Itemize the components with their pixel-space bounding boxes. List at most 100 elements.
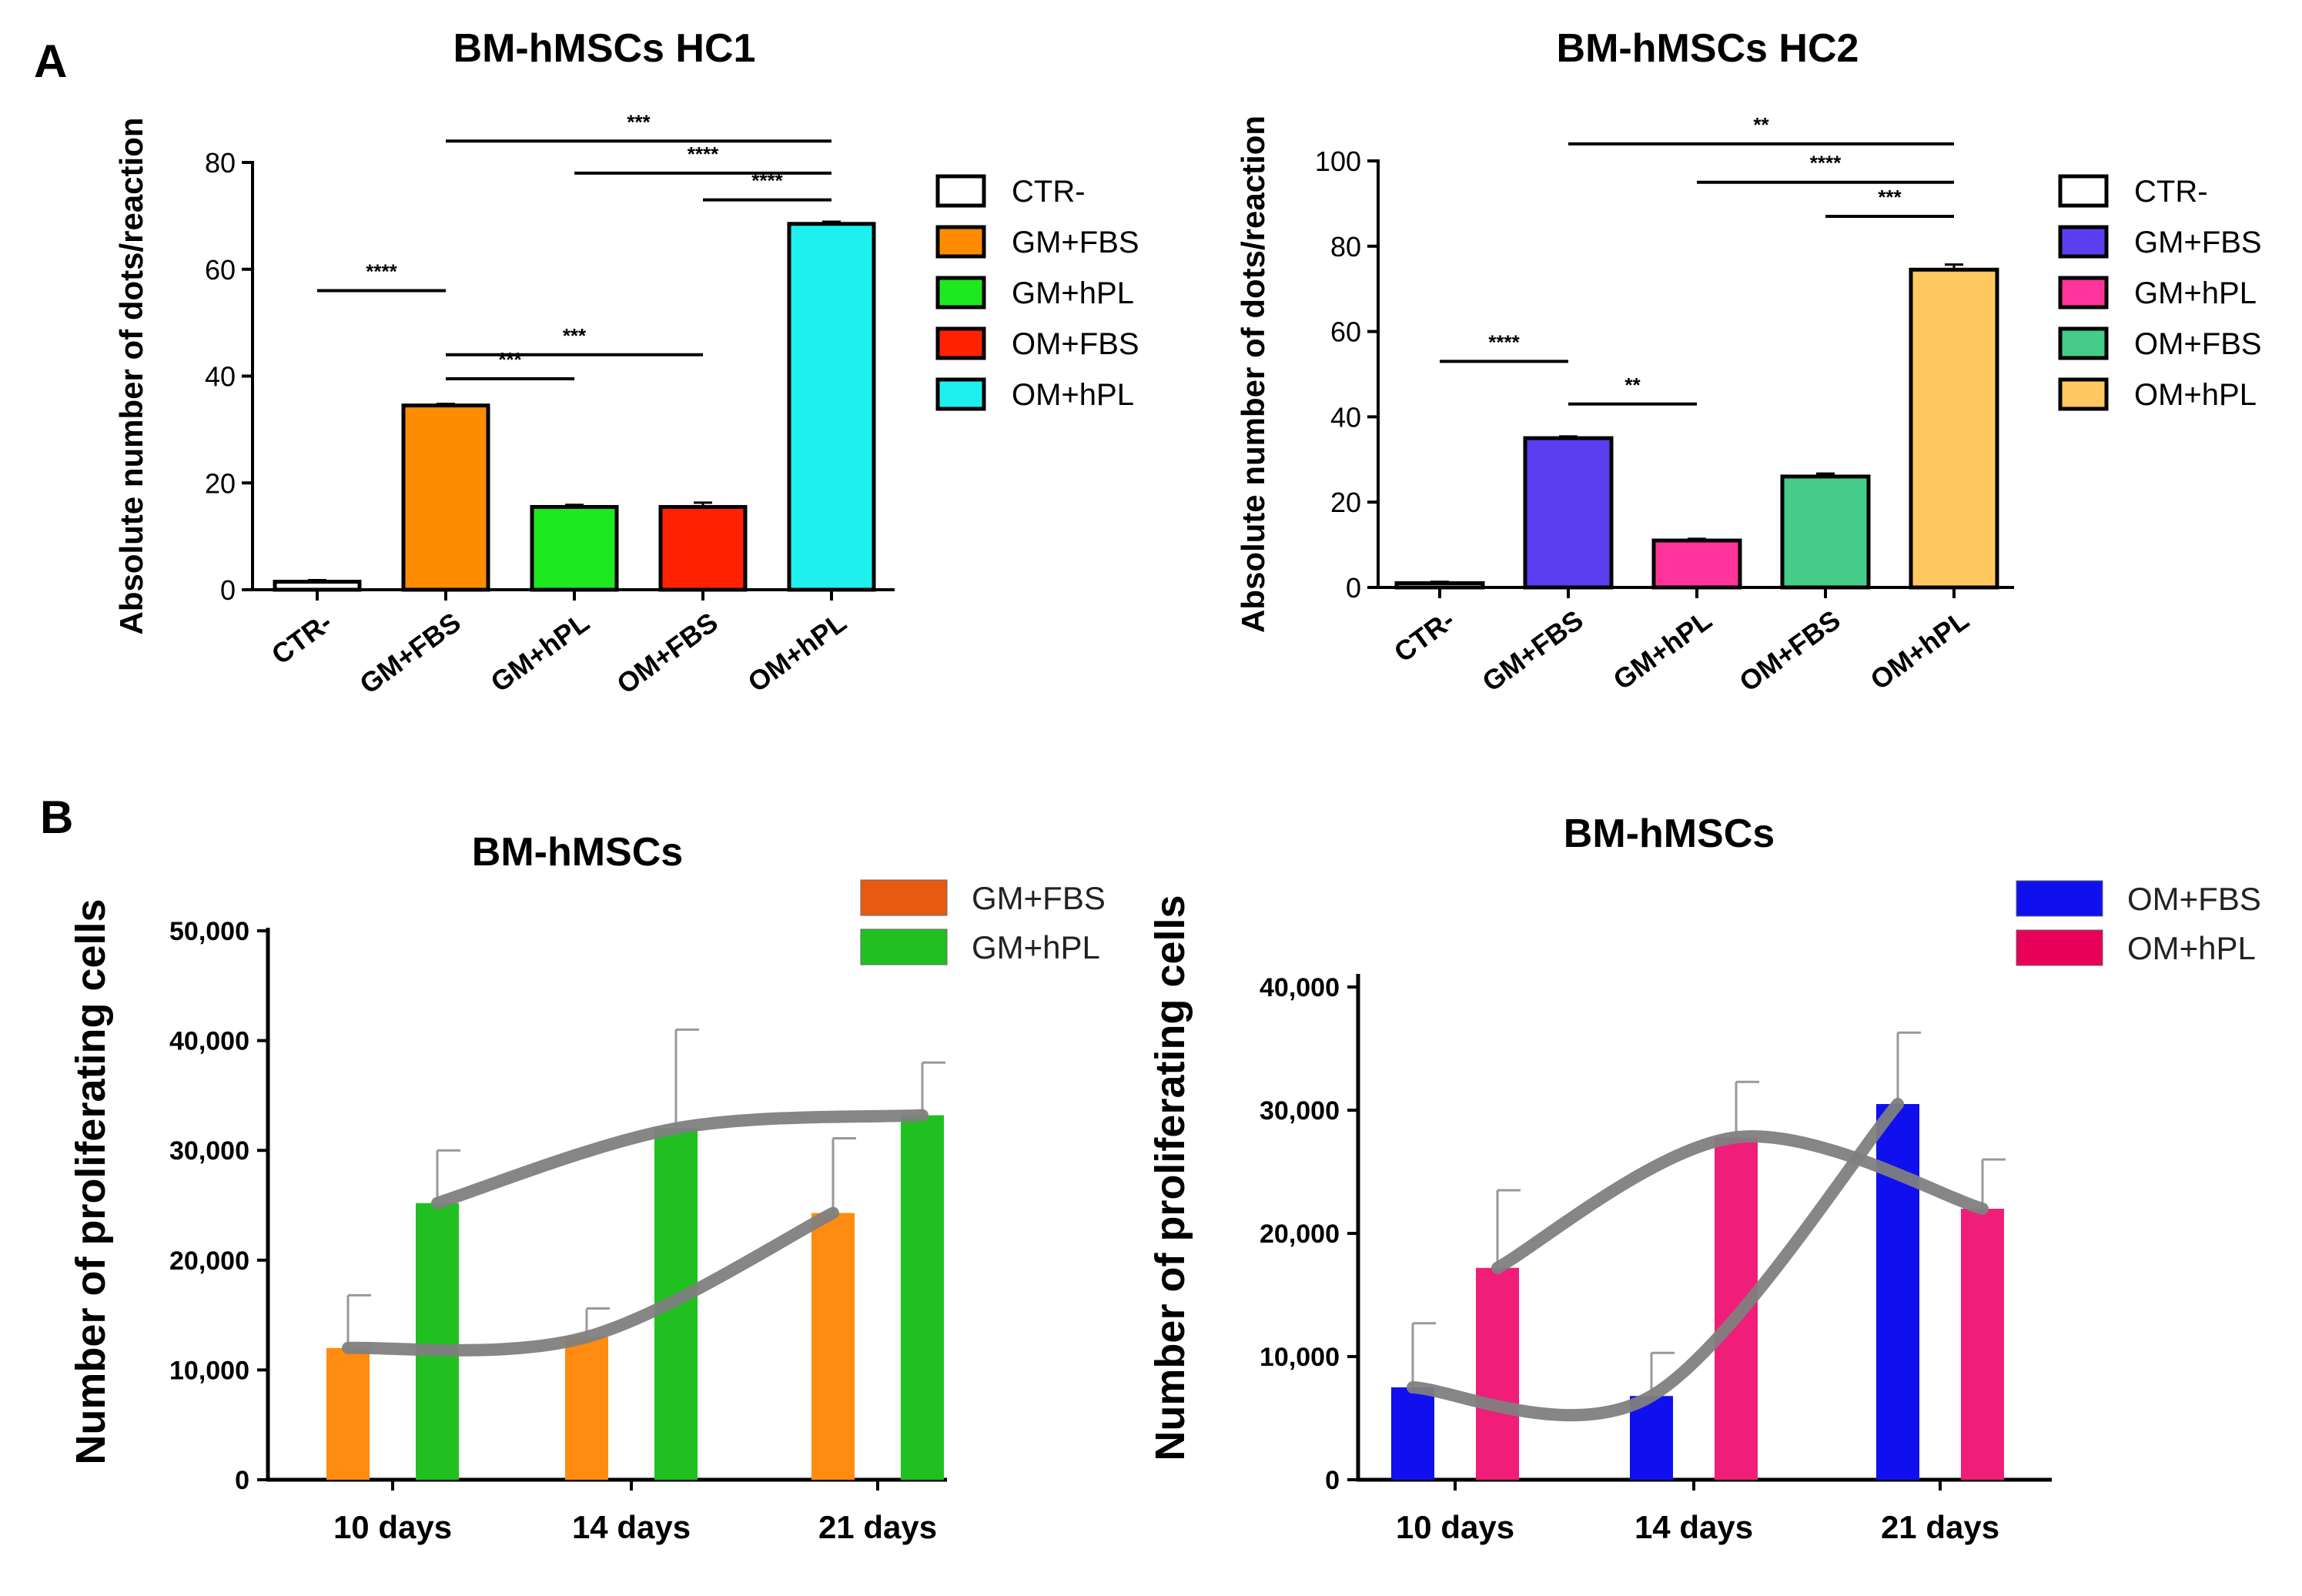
y-tick-label: 0 xyxy=(1325,1466,1340,1495)
y-tick-label: 20 xyxy=(205,467,236,499)
chart-gm-proliferation: BM-hMSCs Number of proliferating cells 0 10… xyxy=(68,830,1106,1545)
y-tick-label: 50,000 xyxy=(169,917,249,946)
y-tick-label: 60 xyxy=(205,254,236,286)
bar-gm-hpl xyxy=(901,1115,944,1480)
x-tick-label: GM+hPL xyxy=(1608,604,1718,696)
y-tick-label: 0 xyxy=(220,574,236,606)
x-tick-label: 10 days xyxy=(333,1509,452,1545)
x-tick-label: GM+FBS xyxy=(1476,604,1588,698)
bar-om-hpl xyxy=(787,222,876,592)
x-tick-label: CTR- xyxy=(1388,604,1460,668)
x-tick-label: 21 days xyxy=(1881,1509,1999,1545)
legend-label: OM+FBS xyxy=(1012,327,1139,361)
bar-gm-hpl xyxy=(530,504,619,592)
y-tick-label: 60 xyxy=(1330,316,1361,348)
bar-om-fbs xyxy=(658,504,748,592)
y-tick-label: 30,000 xyxy=(1260,1096,1340,1126)
bar-om-fbs xyxy=(1630,1396,1673,1480)
legend-swatch xyxy=(860,928,948,965)
legend-swatch xyxy=(2058,225,2109,259)
significance-label: *** xyxy=(563,324,587,347)
significance-label: *** xyxy=(627,110,651,133)
y-tick-label: 30,000 xyxy=(169,1136,249,1166)
chart-hc1: BM-hMSCs HC1 Absolute number of dots/reac… xyxy=(113,26,1139,700)
y-tick-label: 10,000 xyxy=(169,1356,249,1385)
trend-line xyxy=(1407,1098,1904,1422)
legend-swatch xyxy=(935,225,986,259)
legend-swatch xyxy=(935,276,986,309)
y-tick-label: 40 xyxy=(1330,401,1361,433)
bar-om-hpl xyxy=(1909,267,1999,590)
legend-label: OM+hPL xyxy=(2127,930,2256,966)
significance-label: **** xyxy=(1488,330,1520,353)
y-tick-label: 20 xyxy=(1330,487,1361,518)
chart-title: BM-hMSCs xyxy=(1564,811,1775,856)
legend-label: GM+FBS xyxy=(972,880,1106,916)
legend-swatch xyxy=(2058,276,2109,309)
legend-label: GM+FBS xyxy=(2134,226,2262,259)
bar-gm-hpl xyxy=(1651,538,1742,590)
legend-swatch xyxy=(2058,326,2109,360)
legend-label: CTR- xyxy=(1012,175,1086,209)
significance-label: ** xyxy=(1753,113,1769,136)
legend-label: OM+hPL xyxy=(2134,378,2257,412)
y-axis-label: Absolute number of dots/reaction xyxy=(113,117,149,634)
bar-om-fbs xyxy=(1391,1387,1434,1480)
legend-label: OM+FBS xyxy=(2127,881,2261,917)
bar-gm-fbs xyxy=(401,403,490,592)
y-tick-label: 0 xyxy=(235,1466,249,1495)
panel-label-a: A xyxy=(34,35,67,87)
chart-hc2: BM-hMSCs HC2 Absolute number of dots/reac… xyxy=(1235,26,2262,698)
legend-swatch xyxy=(935,377,986,411)
x-tick-label: 21 days xyxy=(818,1509,937,1545)
y-tick-label: 0 xyxy=(1346,572,1361,604)
y-tick-label: 40,000 xyxy=(169,1027,249,1056)
y-tick-label: 10,000 xyxy=(1260,1343,1340,1372)
bar-gm-fbs xyxy=(811,1213,855,1480)
x-tick-label: 14 days xyxy=(572,1509,691,1545)
significance-label: **** xyxy=(1810,152,1842,175)
x-tick-label: GM+FBS xyxy=(353,606,466,700)
legend-swatch xyxy=(2016,880,2103,917)
x-tick-label: 10 days xyxy=(1396,1509,1514,1545)
y-tick-label: 80 xyxy=(205,147,236,179)
x-tick-label: OM+hPL xyxy=(1865,604,1975,696)
x-tick-label: OM+FBS xyxy=(611,606,723,700)
x-tick-label: OM+FBS xyxy=(1733,604,1845,698)
legend-label: OM+FBS xyxy=(2134,327,2262,361)
legend-swatch xyxy=(2058,174,2109,208)
chart-title: BM-hMSCs HC1 xyxy=(453,26,756,71)
legend-label: GM+hPL xyxy=(972,929,1100,965)
chart-title: BM-hMSCs xyxy=(472,830,683,875)
panel-label-b: B xyxy=(40,791,73,843)
significance-label: *** xyxy=(1878,186,1902,209)
y-tick-label: 80 xyxy=(1330,231,1361,263)
y-tick-label: 40 xyxy=(205,361,236,393)
trend-line xyxy=(342,1206,839,1357)
legend-swatch xyxy=(860,879,948,916)
y-axis-label: Absolute number of dots/reaction xyxy=(1235,115,1271,633)
y-tick-label: 40,000 xyxy=(1260,973,1340,1002)
bar-om-fbs xyxy=(1780,474,1871,590)
y-tick-label: 100 xyxy=(1315,146,1361,177)
bar-om-hpl xyxy=(1961,1209,2004,1480)
significance-label: *** xyxy=(498,348,522,371)
trend-line xyxy=(431,1109,928,1210)
bar-gm-hpl xyxy=(416,1203,459,1480)
legend-label: CTR- xyxy=(2134,175,2208,209)
significance-label: ** xyxy=(1624,373,1641,396)
y-axis-label: Number of proliferating cells xyxy=(1147,895,1193,1460)
bar-gm-fbs xyxy=(565,1337,608,1480)
y-axis-label: Number of proliferating cells xyxy=(68,898,114,1464)
y-tick-label: 20,000 xyxy=(169,1246,249,1276)
significance-label: **** xyxy=(366,260,397,283)
x-tick-label: OM+hPL xyxy=(742,606,852,698)
significance-label: **** xyxy=(751,169,783,192)
bar-om-fbs xyxy=(1876,1104,1919,1480)
bar-gm-fbs xyxy=(326,1347,370,1480)
x-tick-label: 14 days xyxy=(1634,1509,1753,1545)
bar-ctr- xyxy=(1394,581,1485,590)
legend-swatch xyxy=(2058,377,2109,411)
legend-label: GM+FBS xyxy=(1012,226,1139,259)
